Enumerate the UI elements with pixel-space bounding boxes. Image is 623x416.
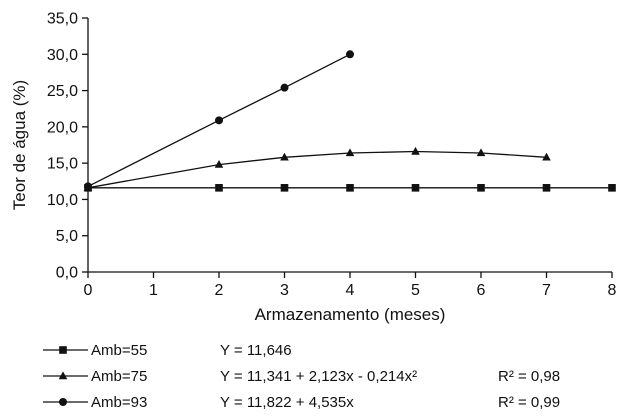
x-tick-label: 6: [477, 282, 486, 299]
x-tick-label: 8: [608, 282, 617, 299]
y-tick-label: 0,0: [56, 265, 78, 282]
legend-entry: Amb=75 Y = 11,341 + 2,123x - 0,214x² R² = …: [43, 368, 560, 385]
y-tick-label: 20,0: [47, 119, 78, 136]
legend-entry: Amb=93 Y = 11,822 + 4,535x R² = 0,99: [43, 394, 560, 411]
legend-series-name: Amb=93: [91, 394, 147, 411]
y-tick-label: 25,0: [47, 83, 78, 100]
y-tick-label: 5,0: [56, 228, 78, 245]
data-point-triangle: [411, 146, 420, 155]
data-point-square: [346, 184, 354, 192]
data-point-circle: [215, 116, 223, 125]
legend-r2: R² = 0,99: [498, 394, 560, 411]
legend-series-name: Amb=75: [91, 368, 147, 385]
x-axis-label: Armazenamento (meses): [255, 305, 446, 324]
series-line: [87, 53, 351, 187]
legend-marker-square: [59, 346, 67, 354]
x-tick-label: 0: [84, 282, 93, 299]
data-point-triangle: [345, 148, 355, 157]
y-tick-label: 35,0: [47, 11, 78, 28]
data-point-square: [411, 184, 420, 192]
x-tick-label: 7: [542, 282, 551, 299]
legend-r2: R² = 0,98: [498, 368, 560, 385]
data-point-square: [215, 184, 223, 192]
data-point-triangle: [476, 148, 486, 157]
data-point-circle: [280, 83, 289, 92]
x-tick-label: 5: [411, 282, 420, 299]
data-point-square: [280, 184, 289, 192]
tick-marks: [82, 17, 613, 278]
data-point-triangle: [280, 152, 289, 161]
x-tick-label: 2: [215, 282, 224, 299]
legend: Amb=55 Y = 11,646 Amb=75 Y = 11,341 + 2,123…: [43, 342, 560, 411]
data-point-square: [477, 184, 485, 192]
y-tick-label: 10,0: [47, 192, 78, 209]
data-point-triangle: [214, 159, 224, 168]
data-point-square: [608, 184, 616, 192]
legend-equation: Y = 11,822 + 4,535x: [220, 394, 354, 411]
y-axis-label: Teor de água (%): [10, 80, 29, 210]
data-point-square: [542, 184, 551, 192]
data-point-circle: [346, 50, 354, 59]
x-tick-label: 1: [149, 282, 158, 299]
x-tick-label: 4: [346, 282, 355, 299]
y-tick-label: 30,0: [47, 47, 78, 64]
series-line: [87, 150, 547, 189]
tick-labels: 0 1 2 3 4 5 6 7 8 0,0 5,0 10,0 15,0 20,0 25,0 30,0 35,0: [47, 11, 617, 300]
series-circle: [84, 50, 354, 191]
data-point-circle: [84, 182, 92, 191]
series-square: [84, 184, 616, 192]
legend-marker-triangle: [58, 371, 68, 380]
legend-equation: Y = 11,341 + 2,123x - 0,214x²: [220, 368, 417, 385]
legend-equation: Y = 11,646: [220, 342, 292, 359]
legend-marker-circle: [59, 398, 67, 406]
legend-series-name: Amb=55: [91, 342, 147, 359]
plot-area: [83, 50, 616, 192]
data-point-triangle: [542, 152, 551, 161]
y-tick-label: 15,0: [47, 156, 78, 173]
legend-entry: Amb=55 Y = 11,646: [43, 342, 292, 359]
x-tick-label: 3: [280, 282, 289, 299]
